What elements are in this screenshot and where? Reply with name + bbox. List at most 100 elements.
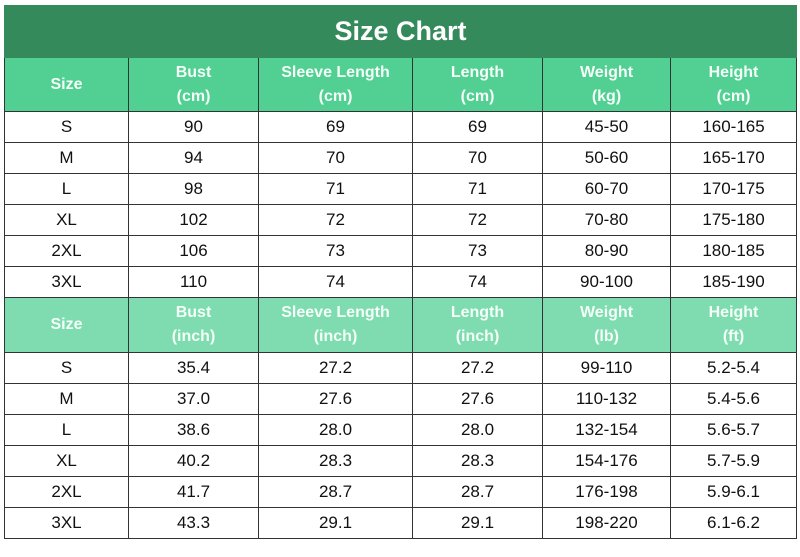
value-cell: 28.7: [412, 476, 543, 508]
inch-section-header-row: Size Bust (inch) Sleeve Length (inch) Length (…: [4, 297, 798, 353]
value-cell: 110-132: [542, 383, 671, 415]
value-cell: 102: [128, 204, 259, 236]
header-unit: (inch): [313, 328, 358, 345]
table-row: 3XL 43.3 29.1 29.1 198-220 6.1-6.2: [4, 507, 798, 539]
value-cell: 28.7: [258, 476, 413, 508]
header-label: Weight: [579, 304, 634, 321]
header-label: Length: [450, 304, 505, 321]
header-unit: (inch): [171, 328, 216, 345]
column-header: Height (cm): [669, 57, 798, 112]
cm-section-header-row: Size Bust (cm) Sleeve Length (cm) Length (cm) W…: [4, 57, 798, 112]
column-header: Weight (kg): [542, 57, 671, 112]
value-cell: 38.6: [128, 414, 259, 446]
header-unit: (ft): [722, 328, 745, 345]
value-cell: 27.6: [258, 383, 413, 415]
value-cell: 45-50: [542, 111, 671, 143]
value-cell: 40.2: [128, 445, 259, 477]
header-label: Height: [708, 63, 759, 81]
value-cell: 170-175: [669, 173, 798, 205]
value-cell: 160-165: [669, 111, 798, 143]
size-chart-table: Size Chart Size Bust (cm) Sleeve Length (cm)…: [3, 5, 798, 539]
size-cell: M: [4, 142, 129, 174]
header-unit: (cm): [460, 87, 495, 105]
column-header: Length (inch): [412, 297, 543, 353]
value-cell: 5.2-5.4: [669, 352, 798, 384]
value-cell: 5.4-5.6: [669, 383, 798, 415]
value-cell: 27.2: [412, 352, 543, 384]
header-label: Weight: [579, 63, 634, 81]
value-cell: 175-180: [669, 204, 798, 236]
column-header: Height (ft): [669, 297, 798, 353]
value-cell: 5.7-5.9: [669, 445, 798, 477]
table-row: 3XL 110 74 74 90-100 185-190: [4, 266, 798, 298]
size-cell: XL: [4, 445, 129, 477]
table-row: S 35.4 27.2 27.2 99-110 5.2-5.4: [4, 352, 798, 384]
value-cell: 154-176: [542, 445, 671, 477]
header-unit: (kg): [591, 87, 622, 105]
table-row: 2XL 106 73 73 80-90 180-185: [4, 235, 798, 267]
table-row: S 90 69 69 45-50 160-165: [4, 111, 798, 143]
size-cell: 3XL: [4, 507, 129, 539]
table-row: M 37.0 27.6 27.6 110-132 5.4-5.6: [4, 383, 798, 415]
size-cell: S: [4, 111, 129, 143]
header-label: Bust: [175, 63, 212, 81]
table-row: 2XL 41.7 28.7 28.7 176-198 5.9-6.1: [4, 476, 798, 508]
header-label: Sleeve Length: [281, 63, 390, 81]
value-cell: 71: [412, 173, 543, 205]
value-cell: 176-198: [542, 476, 671, 508]
value-cell: 6.1-6.2: [669, 507, 798, 539]
value-cell: 28.0: [258, 414, 413, 446]
value-cell: 98: [128, 173, 259, 205]
size-cell: M: [4, 383, 129, 415]
value-cell: 5.6-5.7: [669, 414, 798, 446]
column-header: Size: [4, 297, 129, 353]
value-cell: 73: [412, 235, 543, 267]
value-cell: 5.9-6.1: [669, 476, 798, 508]
column-header: Length (cm): [412, 57, 543, 112]
column-header: Size: [4, 57, 129, 112]
header-unit: (cm): [176, 87, 211, 105]
size-cell: L: [4, 414, 129, 446]
column-header: Weight (lb): [542, 297, 671, 353]
value-cell: 60-70: [542, 173, 671, 205]
size-cell: XL: [4, 204, 129, 236]
value-cell: 69: [412, 111, 543, 143]
column-header: Bust (inch): [128, 297, 259, 353]
size-cell: L: [4, 173, 129, 205]
size-cell: 2XL: [4, 235, 129, 267]
value-cell: 72: [258, 204, 413, 236]
value-cell: 72: [412, 204, 543, 236]
column-header: Sleeve Length (cm): [258, 57, 413, 112]
value-cell: 74: [258, 266, 413, 298]
value-cell: 132-154: [542, 414, 671, 446]
table-row: XL 102 72 72 70-80 175-180: [4, 204, 798, 236]
column-header: Sleeve Length (inch): [258, 297, 413, 353]
value-cell: 106: [128, 235, 259, 267]
header-unit: (inch): [455, 328, 500, 345]
value-cell: 28.3: [412, 445, 543, 477]
header-unit: (cm): [318, 87, 353, 105]
header-unit: (cm): [716, 87, 751, 105]
value-cell: 94: [128, 142, 259, 174]
header-unit: (lb): [594, 328, 619, 345]
header-label: Length: [450, 63, 505, 81]
table-row: L 38.6 28.0 28.0 132-154 5.6-5.7: [4, 414, 798, 446]
value-cell: 37.0: [128, 383, 259, 415]
table-row: L 98 71 71 60-70 170-175: [4, 173, 798, 205]
value-cell: 70-80: [542, 204, 671, 236]
value-cell: 41.7: [128, 476, 259, 508]
table-row: XL 40.2 28.3 28.3 154-176 5.7-5.9: [4, 445, 798, 477]
value-cell: 28.3: [258, 445, 413, 477]
header-label: Size: [50, 316, 83, 333]
value-cell: 43.3: [128, 507, 259, 539]
column-header: Bust (cm): [128, 57, 259, 112]
value-cell: 99-110: [542, 352, 671, 384]
value-cell: 29.1: [412, 507, 543, 539]
value-cell: 110: [128, 266, 259, 298]
value-cell: 90-100: [542, 266, 671, 298]
value-cell: 74: [412, 266, 543, 298]
header-label: Size: [50, 75, 83, 93]
table-row: M 94 70 70 50-60 165-170: [4, 142, 798, 174]
value-cell: 165-170: [669, 142, 798, 174]
value-cell: 70: [412, 142, 543, 174]
